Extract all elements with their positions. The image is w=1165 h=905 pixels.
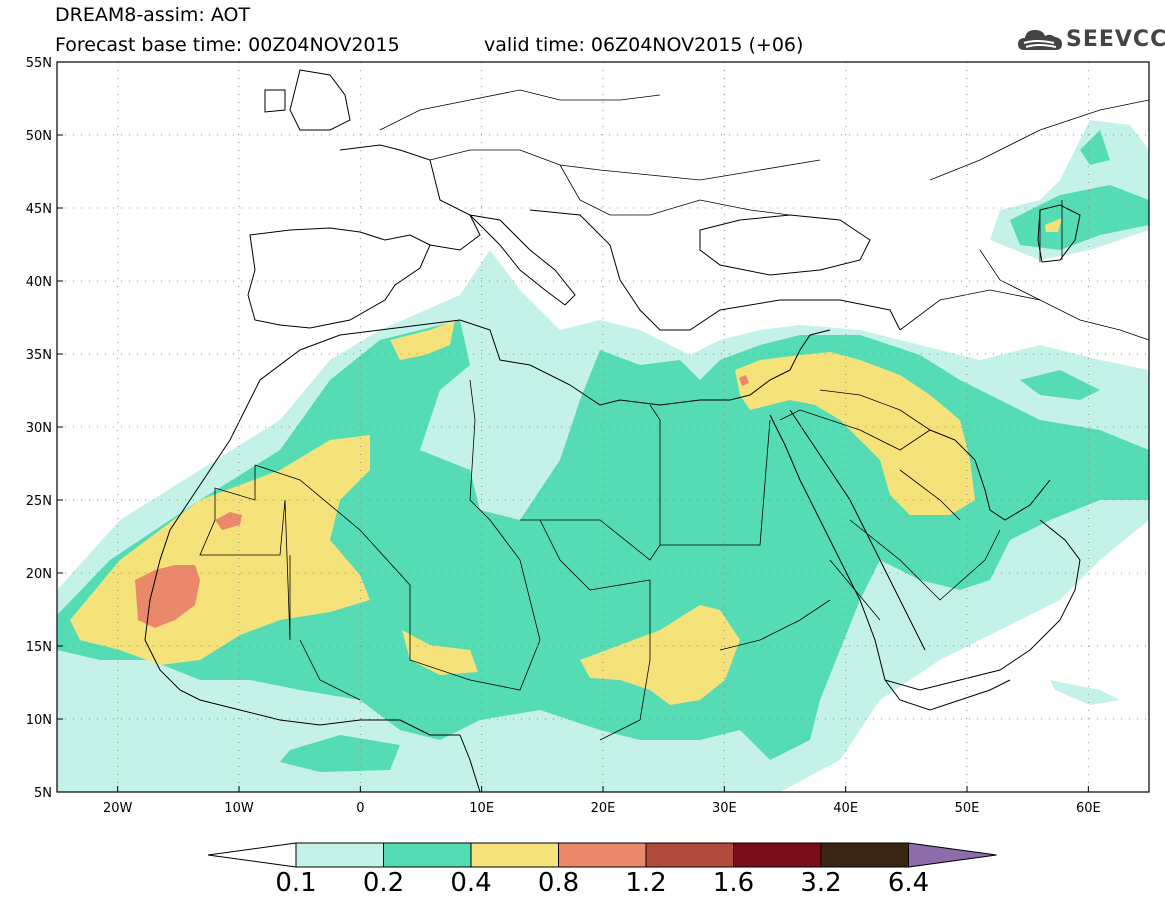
colorbar-low-arrow: [207, 842, 297, 868]
country-borders: [199, 89, 1149, 741]
lat-tick-label: 55N: [26, 56, 52, 71]
lat-tick-label: 50N: [26, 129, 52, 144]
valid-time: valid time: 06Z04NOV2015 (+06): [484, 34, 804, 56]
colorbar-segment: [820, 842, 909, 868]
lon-tick-label: 0: [356, 801, 364, 816]
colorbar-segment: [470, 842, 559, 868]
colorbar-segment: [645, 842, 734, 868]
colorbar-segment: [383, 842, 472, 868]
colorbar-segment: [733, 842, 822, 868]
colorbar-high-arrow: [908, 842, 997, 868]
lon-tick-label: 30E: [712, 801, 737, 816]
latitude-axis: 55N 50N 45N 40N 35N 30N 25N 20N 15N 10N 5N: [26, 56, 63, 801]
longitude-axis: 20W 10W 0 10E 20E 30E 40E 50E 60E: [103, 786, 1101, 816]
aot-fields: [57, 69, 1149, 792]
colorbar-label: 6.4: [887, 868, 930, 898]
lat-tick-label: 5N: [34, 786, 52, 801]
lat-tick-label: 20N: [26, 567, 52, 582]
map-title: DREAM8-assim: AOT: [55, 4, 251, 26]
lon-tick-label: 40E: [833, 801, 858, 816]
colorbar-label: 0.2: [362, 868, 405, 898]
coastlines: [144, 69, 1081, 792]
lon-tick-label: 10E: [469, 801, 494, 816]
lat-tick-label: 25N: [26, 494, 52, 509]
colorbar-label: 0.1: [275, 868, 317, 898]
colorbar-labels: 0.1 0.2 0.4 0.8 1.2 1.6 3.2 6.4: [0, 868, 1165, 898]
lat-tick-label: 35N: [26, 348, 52, 363]
colorbar-label: 0.4: [450, 868, 492, 898]
colorbar-segment: [295, 842, 384, 868]
lon-tick-label: 10W: [224, 801, 254, 816]
seevccc-logo: [1016, 22, 1156, 58]
graticule: [57, 62, 1149, 792]
forecast-base-time: Forecast base time: 00Z04NOV2015: [55, 34, 400, 56]
colorbar-label: 0.8: [537, 868, 580, 898]
lon-tick-label: 50E: [955, 801, 980, 816]
lon-tick-label: 20E: [591, 801, 616, 816]
lat-tick-label: 45N: [26, 202, 52, 217]
logo-text: SEEVCCC: [1066, 27, 1165, 52]
cloud-icon: [1018, 30, 1062, 50]
colorbar-label: 1.2: [625, 868, 667, 898]
lat-tick-label: 10N: [26, 713, 52, 728]
lon-tick-label: 60E: [1076, 801, 1101, 816]
colorbar-label: 1.6: [712, 868, 755, 898]
lon-tick-label: 20W: [103, 801, 133, 816]
lat-tick-label: 40N: [26, 275, 52, 290]
lat-tick-label: 15N: [26, 640, 52, 655]
lat-tick-label: 30N: [26, 421, 52, 436]
colorbar-segment: [558, 842, 647, 868]
aot-band-0.8: [135, 375, 749, 628]
colorbar: [207, 842, 997, 868]
colorbar-label: 3.2: [800, 868, 842, 898]
